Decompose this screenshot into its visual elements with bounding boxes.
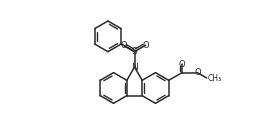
Text: O: O <box>179 60 185 69</box>
Text: O: O <box>142 41 149 50</box>
Text: CH₃: CH₃ <box>208 74 222 83</box>
Text: O: O <box>194 68 201 77</box>
Text: N: N <box>131 63 138 72</box>
Text: S: S <box>132 47 137 56</box>
Text: O: O <box>120 41 127 50</box>
